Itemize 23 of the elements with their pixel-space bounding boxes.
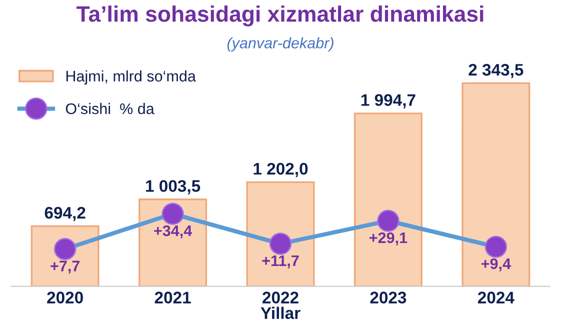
legend-label: O‘sishi % da	[66, 102, 154, 114]
x-axis-title: Yillar	[260, 306, 300, 320]
data-label: +29,1	[370, 232, 408, 246]
data-label: +7,7	[50, 260, 80, 274]
data-label: +9,4	[481, 258, 511, 272]
x-tick-label: 2022	[262, 292, 298, 304]
x-tick-label: 2023	[370, 292, 406, 304]
x-tick-label: 2024	[478, 292, 514, 304]
data-label: 694,2	[44, 206, 86, 222]
data-label: 2 343,5	[468, 64, 524, 78]
bar	[246, 181, 315, 286]
data-label: +11,7	[262, 255, 299, 268]
x-tick-label: 2021	[154, 292, 191, 304]
data-label: 1 202,0	[254, 162, 308, 178]
legend-label: Hajmi, mlrd so‘mda	[66, 70, 196, 85]
chart-title: Ta’lim sohasidagi xizmatlar dinamikasi	[76, 6, 484, 26]
data-label: +34,4	[154, 225, 192, 238]
chart-subtitle: (yanvar-dekabr)	[227, 37, 334, 52]
x-tick-label: 2020	[47, 292, 83, 304]
data-label: 1 994,7	[361, 94, 416, 108]
bar	[462, 82, 530, 286]
bar	[354, 112, 422, 286]
data-label: 1 003,5	[146, 180, 200, 194]
